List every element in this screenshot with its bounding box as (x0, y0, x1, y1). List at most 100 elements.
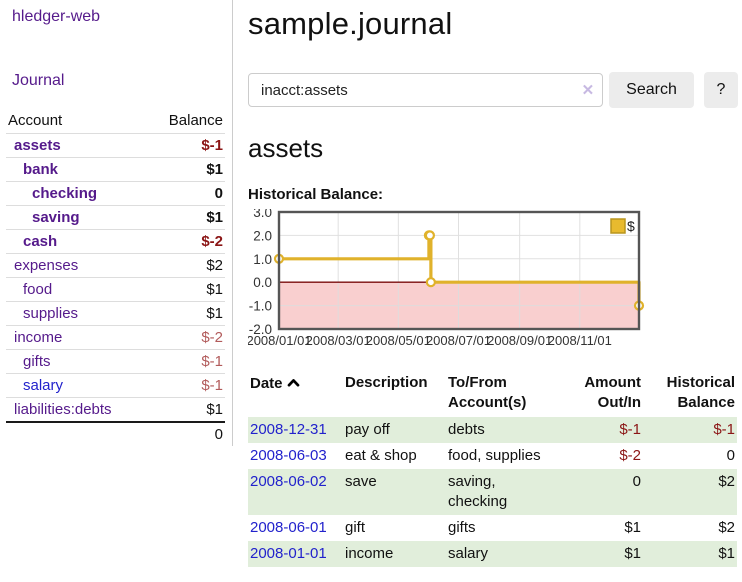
account-balance-checking: 0 (214, 185, 223, 202)
account-balance-saving: $1 (206, 209, 223, 226)
brand-link[interactable]: hledger-web (12, 8, 101, 25)
account-row-bank: bank $1 (6, 157, 225, 182)
account-row-food: food $1 (6, 277, 225, 302)
transaction-balance: 0 (726, 447, 735, 464)
account-link-supplies[interactable]: supplies (23, 305, 79, 322)
account-link-assets[interactable]: assets (14, 137, 61, 154)
account-row-checking: checking 0 (6, 181, 225, 206)
svg-text:2008/03/01: 2008/03/01 (306, 333, 371, 348)
account-row-supplies: supplies $1 (6, 301, 225, 326)
accounts-total-row: 0 (6, 422, 225, 446)
account-balance-cash: $-2 (201, 233, 223, 250)
account-balance-food: $1 (206, 281, 223, 298)
accounts-table: Account Balance assets $-1 bank $1 check… (6, 108, 225, 446)
chart-y-axis-labels: 3.0 2.0 1.0 0.0 -1.0 -2.0 (249, 209, 272, 337)
account-link-saving[interactable]: saving (32, 209, 80, 226)
account-row-expenses: expenses $2 (6, 253, 225, 278)
transaction-row: 2008-06-02 save saving, checking 0 $2 (248, 469, 737, 515)
transaction-balance: $-1 (713, 421, 735, 438)
transaction-accounts: saving, checking (448, 473, 508, 510)
accounts-header-row: Account Balance (6, 108, 225, 134)
account-balance-expenses: $2 (206, 257, 223, 274)
transaction-date-link[interactable]: 2008-01-01 (250, 545, 327, 562)
sidebar-item-journal[interactable]: Journal (12, 72, 65, 89)
svg-text:1.0: 1.0 (253, 252, 272, 267)
account-row-gifts: gifts $-1 (6, 349, 225, 374)
transaction-amount: $1 (624, 519, 641, 536)
account-balance-liabilities-debts: $1 (206, 401, 223, 418)
account-row-cash: cash $-2 (6, 229, 225, 254)
account-link-liabilities-debts[interactable]: liabilities:debts (14, 401, 112, 418)
transaction-row: 2008-01-01 income salary $1 $1 (248, 541, 737, 567)
search-input[interactable] (248, 73, 604, 107)
account-balance-income: $-2 (201, 329, 223, 346)
chart-title: Historical Balance: (248, 186, 384, 203)
account-link-checking[interactable]: checking (32, 185, 98, 202)
register-table: Date Description To/From Account(s) Amou… (248, 371, 737, 567)
svg-text:2008/05/01: 2008/05/01 (366, 333, 431, 348)
svg-text:2008/11/01: 2008/11/01 (548, 333, 612, 348)
svg-text:2008/07/01: 2008/07/01 (426, 333, 491, 348)
clear-search-icon[interactable]: ✕ (581, 82, 595, 99)
transaction-balance: $1 (718, 545, 735, 562)
chart-border (277, 210, 641, 331)
transaction-date-link[interactable]: 2008-06-01 (250, 519, 327, 536)
account-balance-gifts: $-1 (201, 353, 223, 370)
account-link-bank[interactable]: bank (23, 161, 59, 178)
main-content: sample.journal ✕ Search ? assets Histori… (248, 0, 738, 567)
account-balance-salary: $-1 (201, 377, 223, 394)
search-button[interactable]: Search (609, 72, 694, 108)
transaction-description: income (345, 545, 394, 562)
transaction-amount: $-1 (619, 421, 641, 438)
help-button[interactable]: ? (703, 72, 738, 108)
accounts-total-value: 0 (214, 426, 223, 443)
legend-label: $ (627, 218, 635, 234)
transaction-description: save (345, 473, 377, 490)
account-balance-supplies: $1 (206, 305, 223, 322)
transaction-description: pay off (345, 421, 390, 438)
col-header-date[interactable]: Date (248, 371, 345, 417)
account-row-saving: saving $1 (6, 205, 225, 230)
account-link-salary[interactable]: salary (23, 377, 64, 394)
legend-swatch (610, 218, 626, 234)
transaction-description: eat & shop (345, 447, 417, 464)
svg-text:2008/09/01: 2008/09/01 (487, 333, 552, 348)
transaction-date-link[interactable]: 2008-06-03 (250, 447, 327, 464)
transaction-amount: $-2 (619, 447, 641, 464)
transaction-date-link[interactable]: 2008-12-31 (250, 421, 327, 438)
account-link-cash[interactable]: cash (23, 233, 58, 250)
historical-balance-chart: 3.0 2.0 1.0 0.0 -1.0 -2.02008/01/012008/03/01… (248, 209, 645, 348)
svg-text:2008/01/01: 2008/01/01 (248, 333, 312, 348)
chart-x-axis-labels: 2008/01/012008/03/012008/05/012008/07/01… (248, 333, 612, 348)
account-link-food[interactable]: food (23, 281, 53, 298)
account-row-assets: assets $-1 (6, 133, 225, 158)
account-balance-assets: $-1 (201, 137, 223, 154)
search-box: ✕ (248, 73, 604, 107)
transaction-accounts: debts (448, 421, 485, 438)
transaction-accounts: salary (448, 545, 489, 562)
transaction-amount: 0 (632, 473, 641, 490)
chart-markers (273, 230, 645, 311)
transaction-accounts: gifts (448, 519, 476, 536)
transaction-date-link[interactable]: 2008-06-02 (250, 473, 327, 490)
transaction-amount: $1 (624, 545, 641, 562)
search-form: ✕ Search ? (248, 72, 738, 108)
account-link-expenses[interactable]: expenses (14, 257, 79, 274)
col-header-description: Description (345, 374, 428, 391)
account-link-gifts[interactable]: gifts (23, 353, 51, 370)
transaction-accounts: food, supplies (448, 447, 541, 464)
svg-text:-1.0: -1.0 (249, 299, 272, 314)
account-row-liabilities-debts: liabilities:debts $1 (6, 397, 225, 423)
transaction-balance: $2 (718, 473, 735, 490)
transaction-row: 2008-06-01 gift gifts $1 $2 (248, 515, 737, 541)
account-row-salary: salary $-1 (6, 373, 225, 398)
accounts-header-balance: Balance (168, 112, 223, 129)
register-header-row: Date Description To/From Account(s) Amou… (248, 371, 737, 417)
transaction-description: gift (345, 519, 366, 536)
svg-text:0.0: 0.0 (253, 275, 272, 290)
sort-ascending-icon (287, 373, 300, 393)
col-header-amount: Amount Out/In (584, 374, 641, 411)
account-balance-bank: $1 (206, 161, 223, 178)
account-link-income[interactable]: income (14, 329, 63, 346)
sidebar: hledger-web Journal Account Balance asse… (0, 0, 233, 446)
